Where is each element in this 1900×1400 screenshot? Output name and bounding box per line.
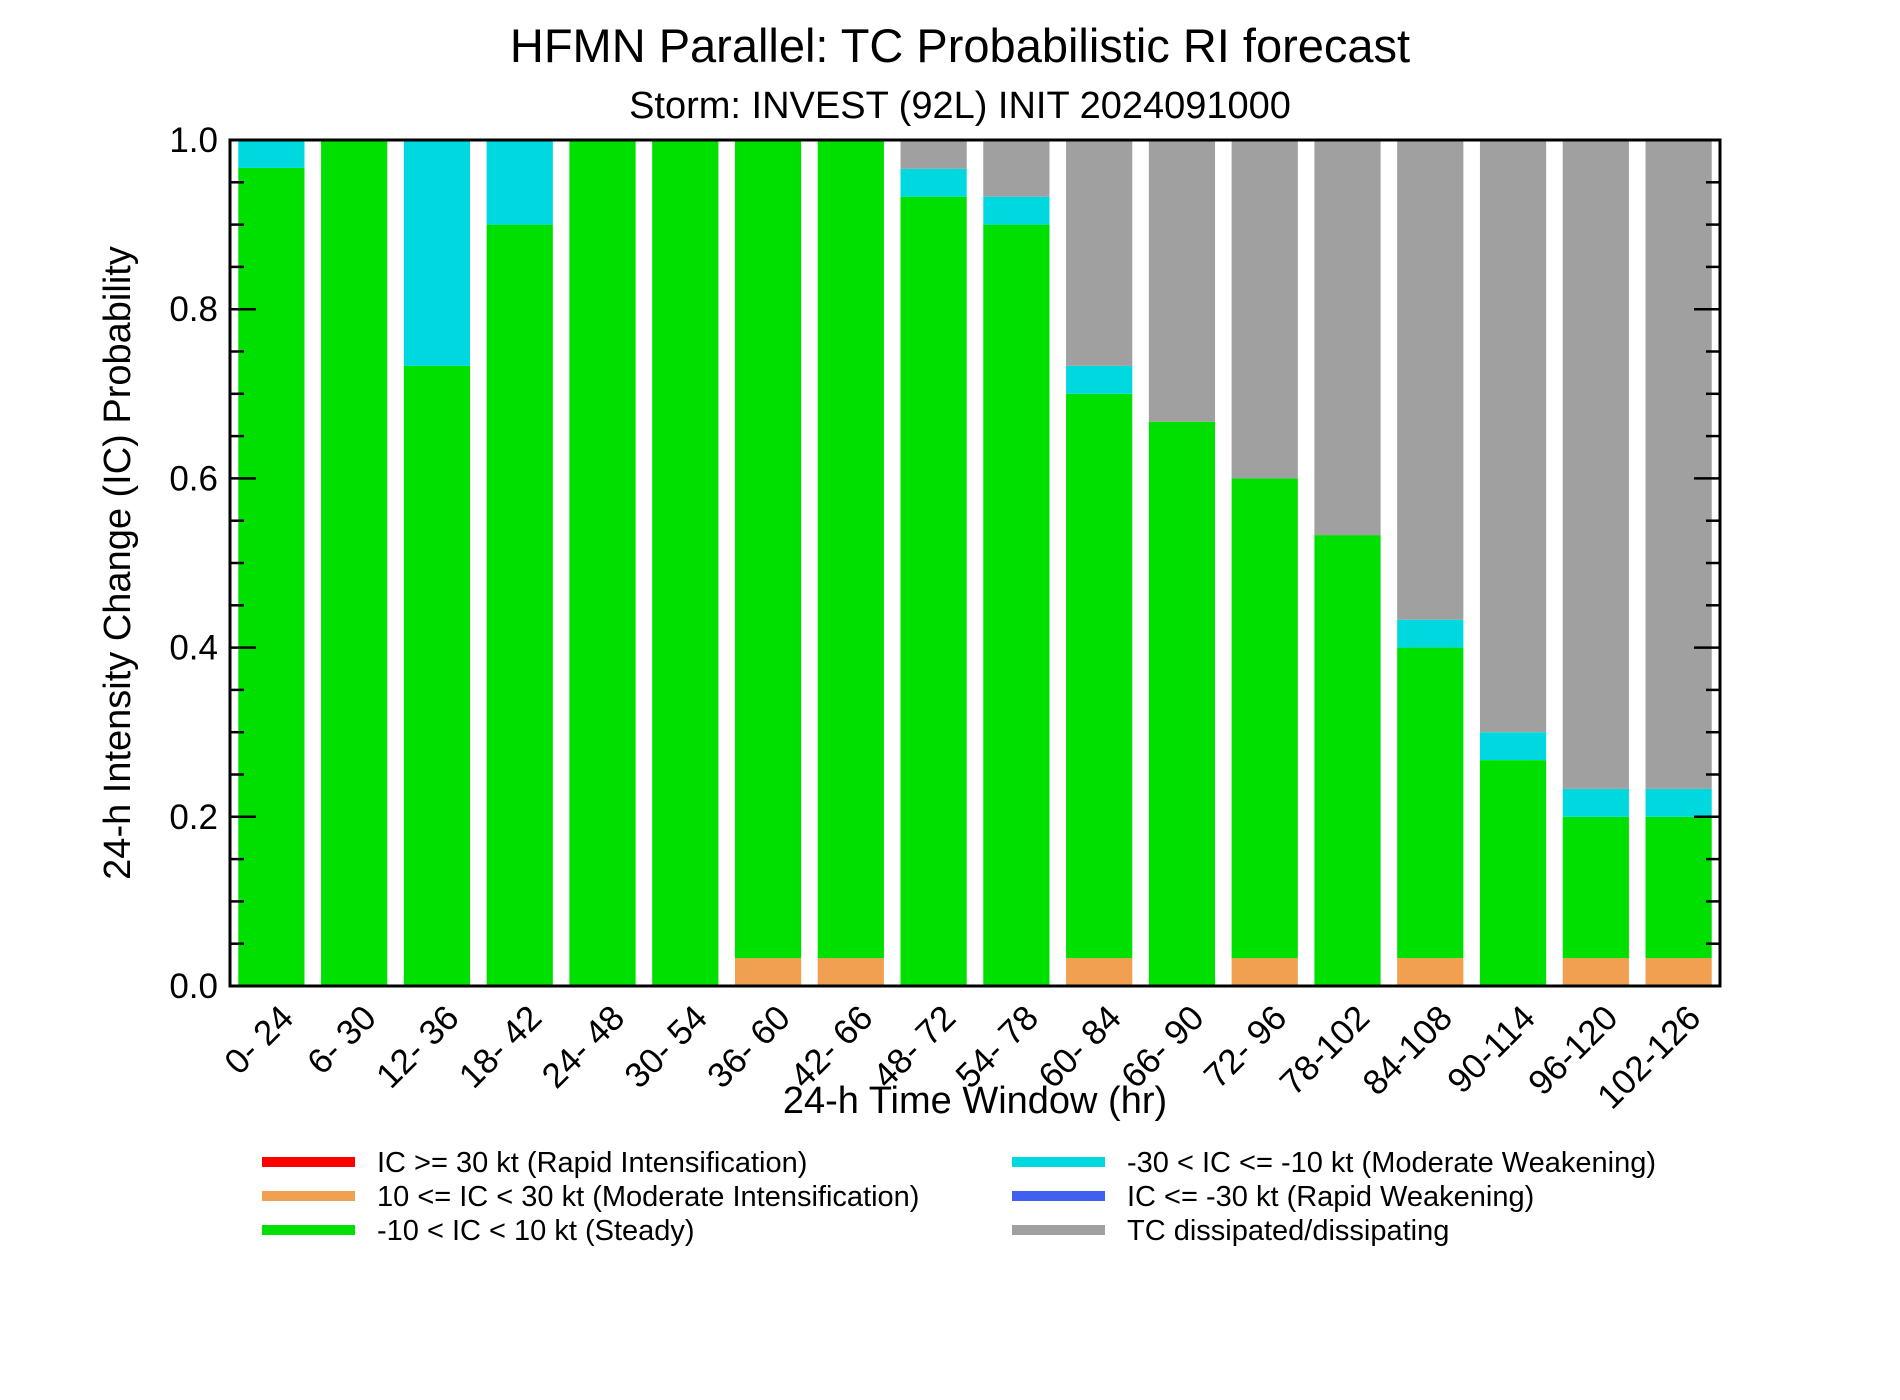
bar-segment: [983, 140, 1050, 197]
bar-segment: [1479, 732, 1547, 761]
bar-segment: [983, 224, 1050, 987]
bars-layer: [238, 140, 1712, 987]
bar-segment: [486, 224, 553, 987]
bar-segment: [1314, 140, 1381, 536]
y-tick-label: 1.0: [169, 121, 218, 160]
bar-segment: [1479, 760, 1547, 986]
legend-label: TC dissipated/dissipating: [1127, 1215, 1449, 1247]
x-axis-label: 24-h Time Window (hr): [783, 1080, 1167, 1122]
bar-segment: [1066, 393, 1133, 959]
bar-segment: [321, 140, 388, 986]
bar-segment: [1562, 816, 1629, 959]
bar-segment: [403, 365, 471, 986]
legend-label: -10 < IC < 10 kt (Steady): [377, 1215, 695, 1247]
y-axis: 0.0 0.2 0.4 0.6 0.8 1.0: [169, 121, 1720, 1006]
x-tick-label: 12- 36: [369, 998, 467, 1096]
x-tick-label: 78-102: [1273, 998, 1378, 1103]
bar-segment: [1231, 478, 1298, 959]
legend-label: 10 <= IC < 30 kt (Moderate Intensificati…: [377, 1181, 919, 1213]
bar-segment: [1397, 140, 1464, 620]
x-tick-label: 0- 24: [217, 998, 301, 1082]
bar-segment: [238, 167, 305, 987]
bar-segment: [1479, 140, 1547, 733]
y-tick-label: 0.0: [169, 967, 218, 1006]
x-tick-label: 84-108: [1355, 998, 1460, 1103]
bar-segment: [734, 958, 802, 986]
bar-segment: [1066, 365, 1133, 394]
y-tick-label: 0.8: [169, 290, 218, 329]
bar-segment: [1066, 958, 1133, 986]
bar-segment: [1645, 788, 1712, 817]
bar-segment: [1148, 140, 1216, 422]
bar-segment: [1645, 958, 1712, 986]
bar-segment: [569, 140, 636, 986]
bar-segment: [1397, 958, 1464, 986]
bar-segment: [900, 196, 967, 986]
y-axis-label: 24-h Intensity Change (IC) Probability: [97, 246, 139, 880]
bar-segment: [652, 140, 719, 986]
chart-subtitle: Storm: INVEST (92L) INIT 2024091000: [629, 85, 1291, 127]
legend-label: IC >= 30 kt (Rapid Intensification): [377, 1147, 807, 1179]
y-tick-label: 0.4: [169, 629, 218, 668]
bar-segment: [486, 140, 553, 225]
bar-segment: [1562, 788, 1629, 817]
bar-segment: [1397, 647, 1464, 959]
x-tick-label: 90-114: [1440, 998, 1543, 1101]
bar-segment: [1397, 619, 1464, 648]
bar-segment: [900, 140, 967, 169]
bar-segment: [1066, 140, 1133, 366]
bar-segment: [1231, 140, 1298, 479]
bar-segment: [983, 196, 1050, 225]
bar-segment: [238, 140, 305, 168]
x-tick-label: 30- 54: [617, 998, 715, 1096]
bar-segment: [1314, 535, 1381, 986]
bar-segment: [1231, 958, 1298, 986]
legend-label: -30 < IC <= -10 kt (Moderate Weakening): [1127, 1147, 1656, 1179]
y-tick-label: 0.2: [169, 798, 218, 837]
legend-label: IC <= -30 kt (Rapid Weakening): [1127, 1181, 1534, 1213]
bar-segment: [817, 958, 884, 986]
plot-frame: [228, 138, 1722, 988]
bar-segment: [900, 168, 967, 197]
bar-segment: [1562, 958, 1629, 986]
chart-title: HFMN Parallel: TC Probabilistic RI forec…: [510, 19, 1410, 72]
x-tick-label: 24- 48: [534, 998, 632, 1096]
bar-segment: [1645, 140, 1712, 789]
bar-segment: [1645, 816, 1712, 959]
x-tick-label: 18- 42: [452, 998, 550, 1096]
bar-segment: [1562, 140, 1629, 789]
legend: IC >= 30 kt (Rapid Intensification)10 <=…: [262, 1147, 1656, 1247]
bar-segment: [403, 140, 471, 366]
bar-segment: [817, 140, 884, 959]
bar-segment: [734, 140, 802, 959]
bar-segment: [1148, 421, 1216, 987]
y-tick-label: 0.6: [169, 459, 218, 498]
